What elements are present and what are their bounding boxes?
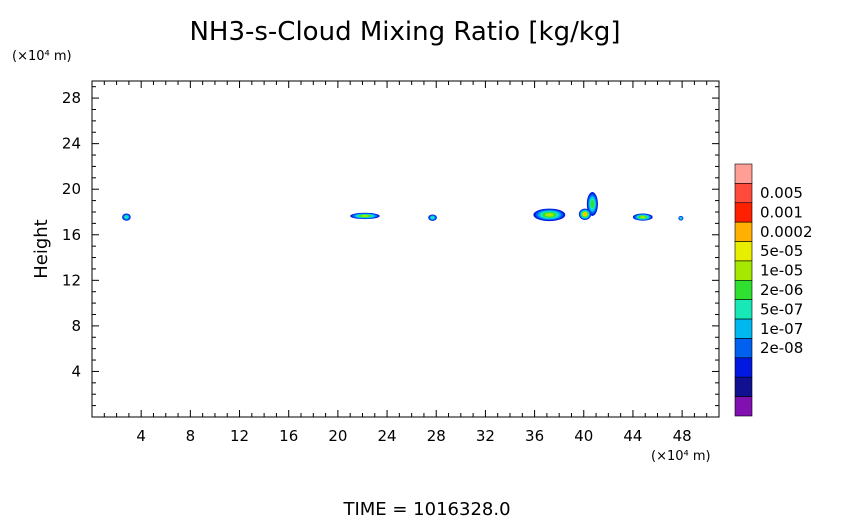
y-axis-label: Height bbox=[31, 219, 52, 279]
x-tick-label: 28 bbox=[427, 427, 446, 445]
colorbar-swatch bbox=[734, 221, 753, 242]
y-tick-label: 16 bbox=[62, 226, 81, 244]
cloud-contour bbox=[590, 200, 595, 208]
y-tick-label: 12 bbox=[62, 271, 81, 289]
cloud-contour bbox=[639, 216, 646, 219]
colorbar-swatch bbox=[734, 163, 753, 184]
colorbar-swatch bbox=[734, 183, 753, 204]
cloud-contour bbox=[360, 215, 370, 217]
colorbar-label: 1e-07 bbox=[760, 320, 803, 338]
x-tick-label: 40 bbox=[574, 427, 593, 445]
cloud-contour bbox=[544, 213, 554, 217]
y-axis-unit: (×10⁴ m) bbox=[12, 49, 72, 64]
cloud-contour bbox=[124, 215, 129, 219]
colorbar-label: 2e-08 bbox=[760, 339, 803, 357]
colorbar-label: 0.0002 bbox=[760, 223, 813, 241]
x-axis-unit: (×10⁴ m) bbox=[651, 449, 711, 464]
x-tick-label: 32 bbox=[476, 427, 495, 445]
colorbar-swatch bbox=[734, 202, 753, 223]
time-label: TIME = 1016328.0 bbox=[342, 499, 510, 519]
colorbar-swatch bbox=[734, 260, 753, 281]
x-axis: 4 8 12 16 20 24 28 32 36 40 44 48 bbox=[103, 81, 708, 445]
y-tick-label: 24 bbox=[62, 135, 81, 153]
colorbar-swatch bbox=[734, 318, 753, 339]
colorbar-label: 1e-05 bbox=[760, 262, 803, 280]
cloud-contour bbox=[583, 212, 587, 216]
colorbar-label: 0.005 bbox=[760, 184, 803, 202]
colorbar-swatch bbox=[734, 338, 753, 359]
x-tick-label: 16 bbox=[279, 427, 298, 445]
colorbar-swatch bbox=[734, 376, 753, 397]
cloud-contour bbox=[430, 216, 435, 219]
colorbar-swatch bbox=[734, 357, 753, 378]
colorbar-label: 0.001 bbox=[760, 203, 803, 221]
y-axis: 4 8 12 16 20 24 28 bbox=[62, 86, 719, 407]
y-tick-label: 4 bbox=[71, 362, 81, 380]
colorbar-label: 5e-05 bbox=[760, 242, 803, 260]
colorbar-swatch bbox=[734, 299, 753, 320]
colorbar-swatch bbox=[734, 396, 753, 417]
colorbar-label: 2e-06 bbox=[760, 281, 803, 299]
x-tick-label: 24 bbox=[378, 427, 397, 445]
colorbar-swatch bbox=[734, 280, 753, 300]
x-tick-label: 48 bbox=[673, 427, 692, 445]
x-tick-label: 36 bbox=[525, 427, 544, 445]
colorbar-label: 5e-07 bbox=[760, 300, 803, 318]
colorbar-swatch bbox=[734, 241, 753, 262]
y-tick-label: 28 bbox=[62, 89, 81, 107]
x-tick-label: 8 bbox=[186, 427, 196, 445]
x-tick-label: 12 bbox=[230, 427, 249, 445]
chart-title: NH3-s-Cloud Mixing Ratio [kg/kg] bbox=[189, 17, 620, 47]
x-tick-label: 44 bbox=[623, 427, 642, 445]
y-tick-label: 20 bbox=[62, 180, 81, 198]
cloud-contour bbox=[679, 217, 682, 220]
x-tick-label: 4 bbox=[136, 427, 146, 445]
plot-frame bbox=[91, 80, 720, 418]
y-tick-label: 8 bbox=[71, 317, 81, 335]
x-tick-label: 20 bbox=[328, 427, 347, 445]
cloud-features bbox=[122, 192, 684, 222]
